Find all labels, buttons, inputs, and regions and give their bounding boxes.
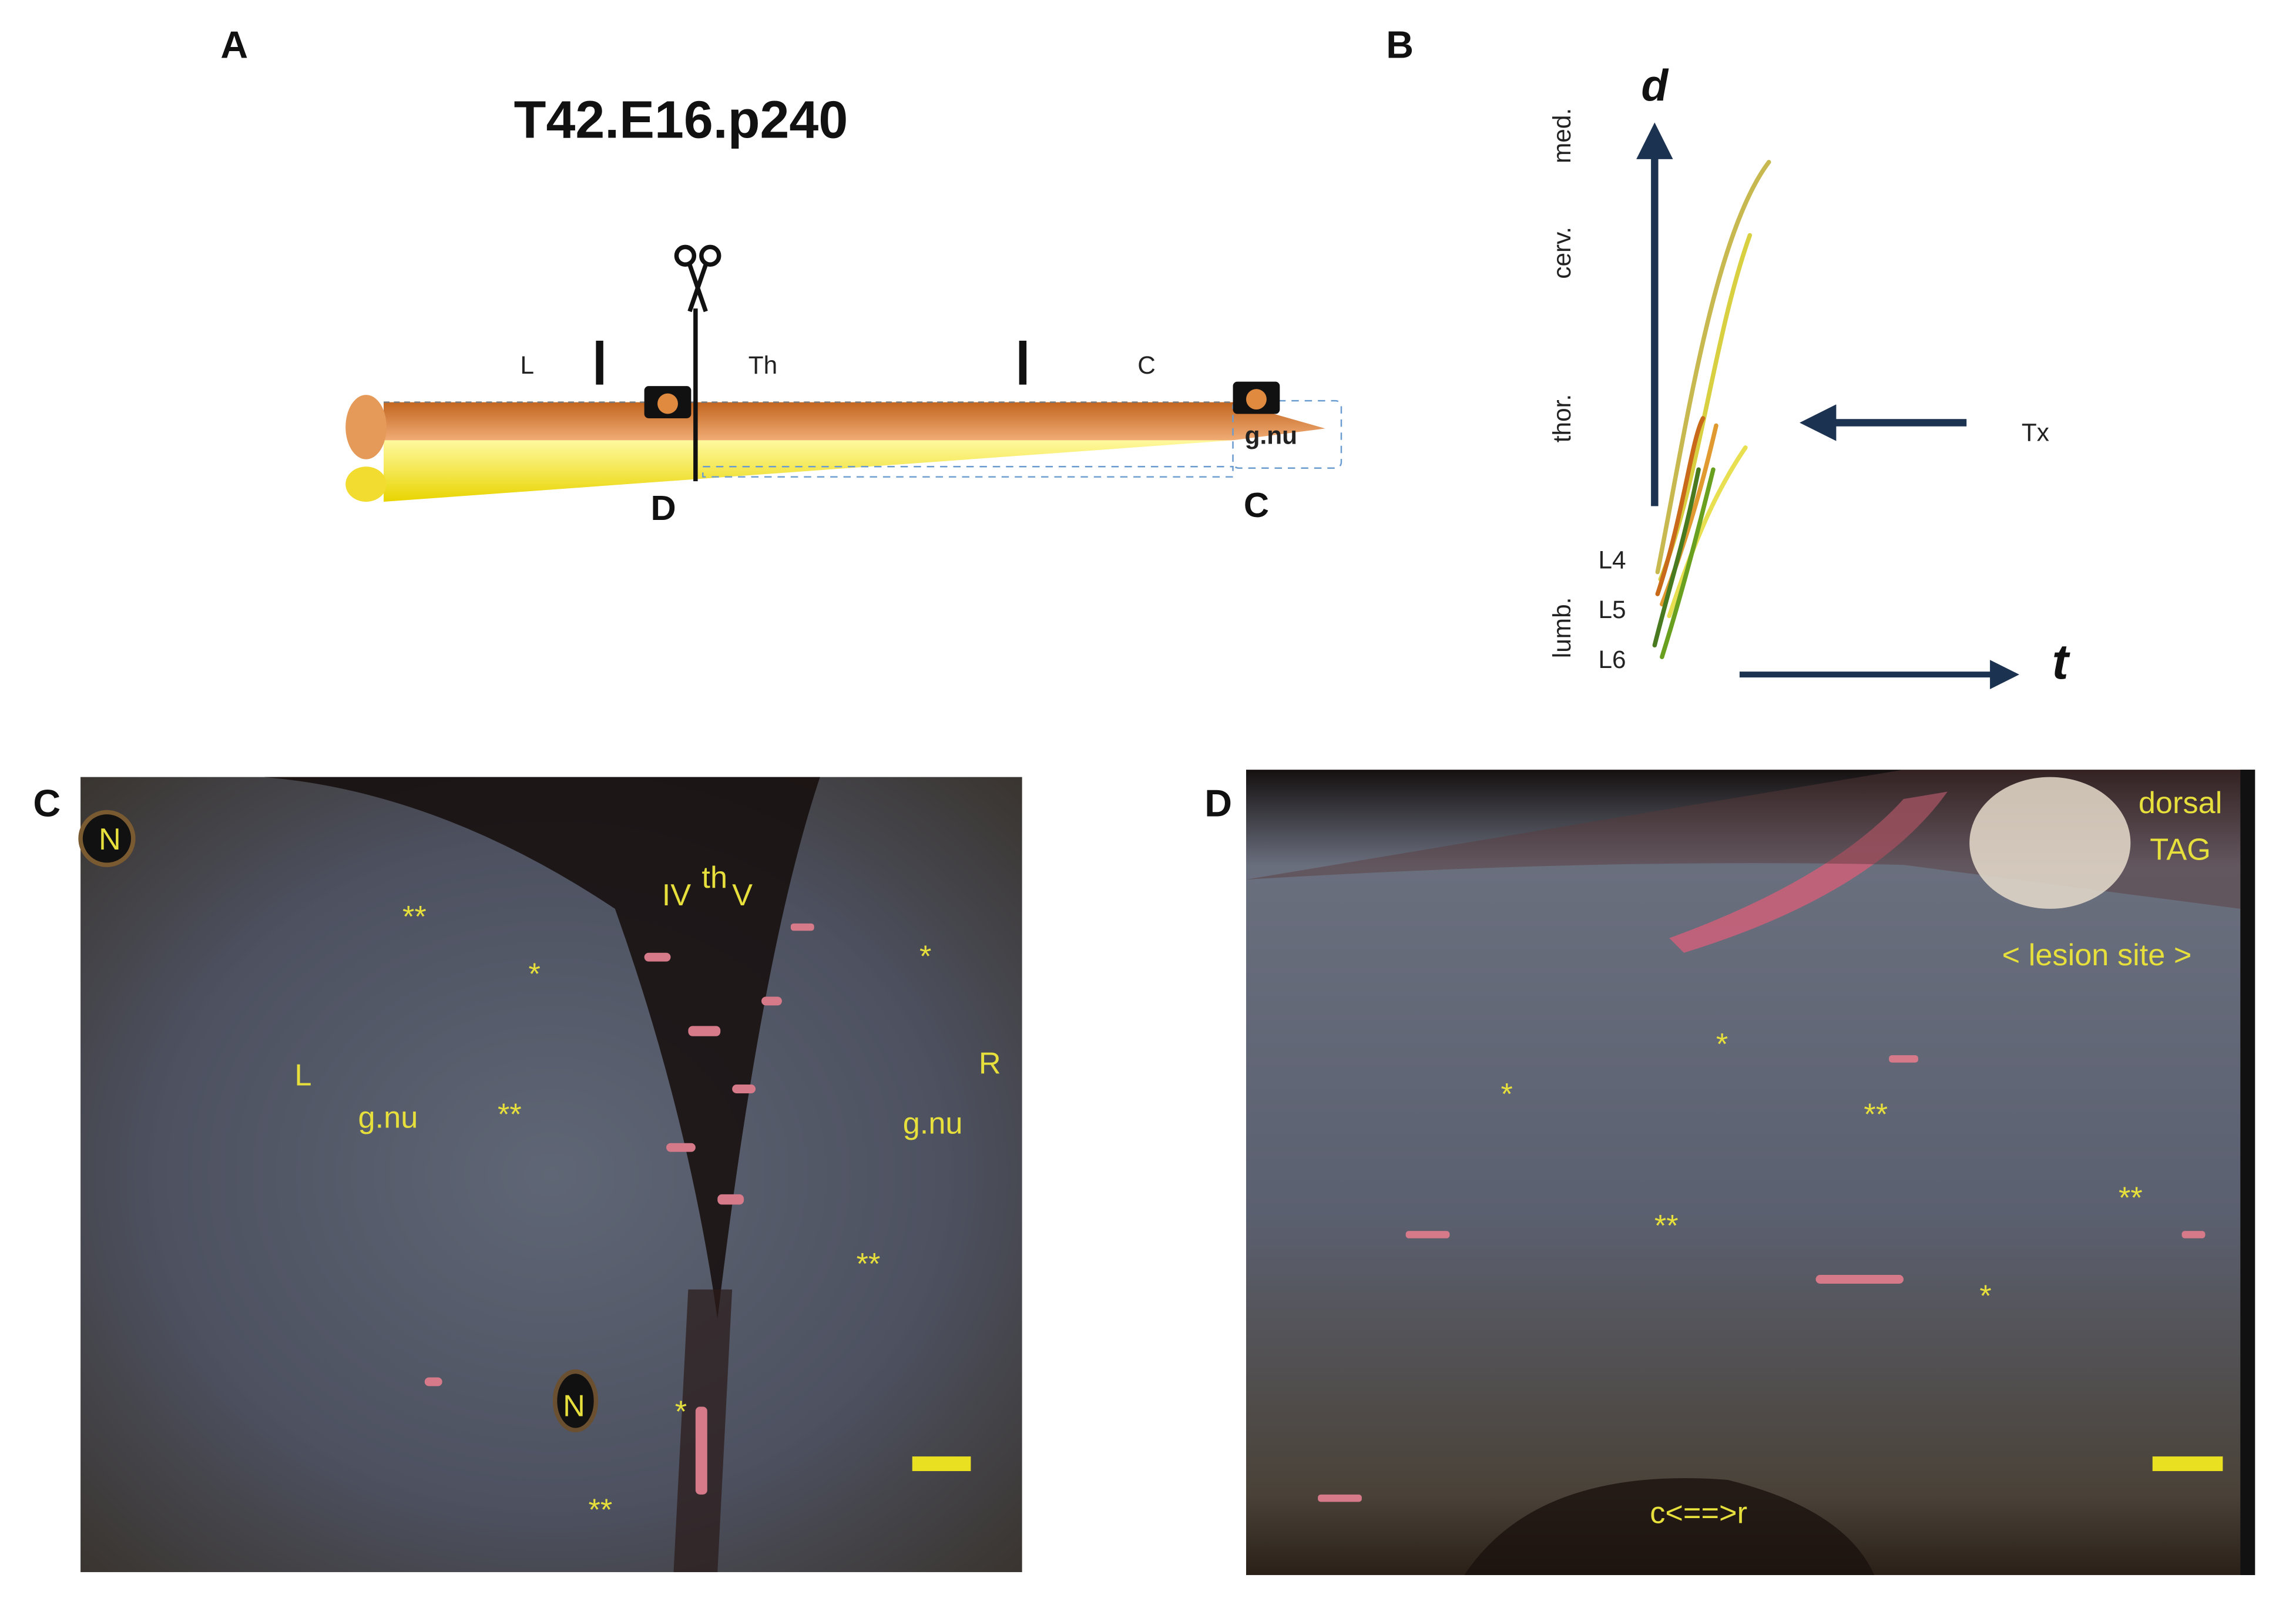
axis-label: c<==>r xyxy=(1650,1496,1747,1530)
annotation: * xyxy=(1979,1280,1991,1314)
nucleus xyxy=(552,1369,599,1432)
nucleus-label: N xyxy=(99,822,121,857)
ventricle xyxy=(263,777,820,1319)
nucleus-label: N xyxy=(563,1389,585,1424)
section-label: C xyxy=(1244,485,1269,525)
side-label: R xyxy=(979,1046,1001,1080)
annotation: ** xyxy=(1654,1209,1679,1243)
region-label: g.nu xyxy=(358,1101,418,1135)
level-label: cerv. xyxy=(1548,227,1576,279)
segment-label: L xyxy=(520,351,534,379)
boundary xyxy=(596,340,603,385)
level-label: lumb. xyxy=(1548,597,1576,659)
annotation: * xyxy=(919,939,931,973)
fibers xyxy=(1652,160,1771,659)
ventricle-label: V xyxy=(732,878,753,912)
panel-b: B d t Tx med. cerv. thor. lumb. L4 L5 L6 xyxy=(1386,24,2070,690)
marker-label: Tx xyxy=(2022,419,2049,446)
region-label: g.nu xyxy=(1245,422,1297,449)
tissue-fold xyxy=(1669,791,1948,953)
region-label: g.nu xyxy=(903,1107,963,1141)
scale-bar xyxy=(912,1456,971,1471)
segment-label: C xyxy=(1137,351,1156,379)
dashed-box xyxy=(702,465,1234,478)
camera xyxy=(644,386,692,418)
panel-label: B xyxy=(1386,24,1414,66)
annotation: ** xyxy=(857,1247,881,1281)
ganglion xyxy=(1969,777,2131,909)
annotation: * xyxy=(1716,1028,1728,1062)
ventricle-label: IV xyxy=(662,878,692,912)
ganglion-label: TAG xyxy=(2150,833,2211,867)
dark-region xyxy=(1464,1478,1875,1575)
ganglion-label: dorsal xyxy=(2139,786,2223,820)
camera xyxy=(1233,381,1280,414)
level-label: med. xyxy=(1548,108,1576,163)
segment-label: L6 xyxy=(1599,646,1626,673)
section-label: D xyxy=(650,488,676,528)
boundary xyxy=(1019,340,1027,385)
annotation: ** xyxy=(498,1098,522,1132)
scissors xyxy=(674,244,721,313)
segment-label: L4 xyxy=(1599,546,1626,573)
panel-label: C xyxy=(33,782,61,825)
scale-bar xyxy=(2152,1456,2223,1471)
cord-end xyxy=(345,466,387,502)
annotation: * xyxy=(675,1395,687,1429)
cord-ventral xyxy=(383,440,1233,502)
panel-a: A T42.E16.p240 L Th C g.nu D C xyxy=(220,24,1342,528)
panel-c: C N N IV th V L R g.nu g.nu ** * ** * **… xyxy=(33,777,1022,1572)
micrograph xyxy=(80,777,1022,1572)
annotation: ** xyxy=(2119,1181,2143,1216)
segment-label: Th xyxy=(748,351,777,379)
axis-label: t xyxy=(2052,634,2071,690)
annotation: ** xyxy=(588,1493,612,1528)
annotation: * xyxy=(529,957,541,991)
title: T42.E16.p240 xyxy=(514,91,848,150)
panel-d: D dorsal TAG < lesion site > * * ** ** *… xyxy=(1204,770,2255,1575)
level-label: thor. xyxy=(1548,394,1576,442)
annotation: ** xyxy=(1864,1098,1888,1132)
segment-label: L5 xyxy=(1599,596,1626,623)
cord-end xyxy=(345,395,387,459)
vessels xyxy=(424,923,814,1495)
vessels xyxy=(1318,1055,2206,1502)
panel-label: A xyxy=(220,24,248,66)
dashed-box xyxy=(1232,400,1342,469)
edge xyxy=(2240,770,2255,1575)
annotation: * xyxy=(1501,1077,1512,1112)
annotation: ** xyxy=(402,900,427,934)
micrograph xyxy=(1246,770,2255,1575)
side-label: L xyxy=(294,1058,311,1092)
site-label: < lesion site > xyxy=(2002,938,2192,972)
ventricle-label: th xyxy=(701,861,727,895)
axis-label: d xyxy=(1642,61,1669,110)
nucleus xyxy=(78,810,136,867)
panel-label: D xyxy=(1204,782,1232,825)
